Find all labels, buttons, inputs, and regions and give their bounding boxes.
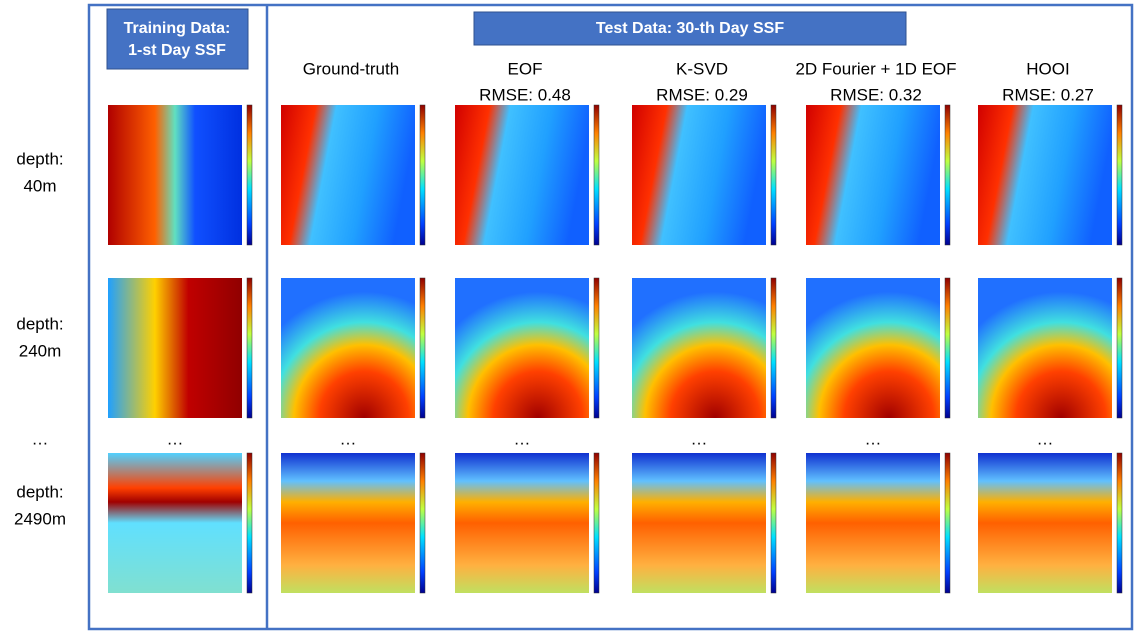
training-header: 1-st Day SSF: [128, 42, 226, 59]
ellipsis: …: [514, 429, 531, 448]
heatmap: [281, 278, 415, 418]
heatmap: [455, 453, 589, 593]
colorbar: [593, 452, 600, 594]
heatmap: [455, 105, 589, 245]
heatmap: [281, 453, 415, 593]
ellipsis: …: [340, 429, 357, 448]
colorbar: [593, 277, 600, 419]
ellipsis: …: [167, 429, 184, 448]
ellipsis: …: [865, 429, 882, 448]
colorbar: [593, 104, 600, 246]
heatmap: [632, 105, 766, 245]
heatmap: [632, 453, 766, 593]
colorbar: [246, 277, 253, 419]
outer-frame: [87, 3, 1134, 631]
colorbar: [770, 104, 777, 246]
heatmap: [806, 278, 940, 418]
heatmap: [108, 453, 242, 593]
heatmap: [806, 453, 940, 593]
colorbar: [944, 277, 951, 419]
ellipsis: …: [32, 429, 49, 448]
row-label: 240m: [19, 341, 62, 360]
colorbar: [944, 104, 951, 246]
training-header: Training Data:: [124, 20, 231, 37]
heatmap: [108, 278, 242, 418]
colorbar: [419, 452, 426, 594]
column-label: K-SVD: [676, 59, 728, 78]
test-header-box: [473, 11, 907, 46]
colorbar: [419, 104, 426, 246]
column-label: Ground-truth: [303, 59, 399, 78]
row-label: 40m: [23, 176, 56, 195]
column-label: EOF: [508, 59, 543, 78]
colorbar: [1116, 104, 1123, 246]
column-label: 2D Fourier + 1D EOF: [795, 59, 956, 78]
column-label: HOOI: [1026, 59, 1069, 78]
heatmap: [632, 278, 766, 418]
colorbar: [1116, 277, 1123, 419]
ellipsis: …: [691, 429, 708, 448]
test-header: Test Data: 30-th Day SSF: [596, 20, 784, 37]
rmse-label: RMSE: 0.27: [1002, 85, 1094, 104]
rmse-label: RMSE: 0.48: [479, 85, 571, 104]
row-label: 2490m: [14, 509, 66, 528]
heatmap: [281, 105, 415, 245]
heatmap: [806, 105, 940, 245]
colorbar: [944, 452, 951, 594]
colorbar: [246, 104, 253, 246]
heatmap: [978, 278, 1112, 418]
colorbar: [1116, 452, 1123, 594]
training-header-box: [106, 8, 249, 70]
rmse-label: RMSE: 0.29: [656, 85, 748, 104]
heatmap: [108, 105, 242, 245]
ellipsis: …: [1037, 429, 1054, 448]
colorbar: [770, 452, 777, 594]
heatmap: [978, 453, 1112, 593]
heatmap: [978, 105, 1112, 245]
colorbar: [770, 277, 777, 419]
rmse-label: RMSE: 0.32: [830, 85, 922, 104]
colorbar: [419, 277, 426, 419]
heatmap: [455, 278, 589, 418]
colorbar: [246, 452, 253, 594]
row-label: depth:: [16, 314, 63, 333]
row-label: depth:: [16, 149, 63, 168]
row-label: depth:: [16, 482, 63, 501]
